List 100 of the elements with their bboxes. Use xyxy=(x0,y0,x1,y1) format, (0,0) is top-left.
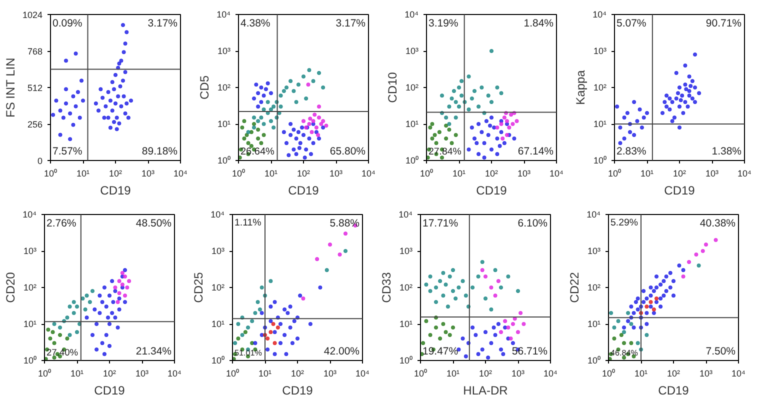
y-tick-label: 10⁰ xyxy=(211,356,225,366)
y-tick-label: 10¹ xyxy=(399,319,413,329)
y-tick-label: 10² xyxy=(593,82,607,92)
annotation: 17.71% xyxy=(422,218,458,230)
y-tick-label: 10¹ xyxy=(211,319,225,329)
y-tick-label: 256 xyxy=(27,120,43,130)
y-axis-title: CD5 xyxy=(198,75,212,100)
x-tick-label: 10² xyxy=(290,368,304,378)
annotation: 67.14% xyxy=(518,146,554,158)
annotation: 48.50% xyxy=(136,218,172,230)
y-tick-label: 10³ xyxy=(217,46,231,56)
x-tick-label: 10¹ xyxy=(452,168,466,178)
x-tick-label: 10⁰ xyxy=(38,368,52,378)
x-tick-label: 10⁰ xyxy=(226,368,240,378)
x-tick-label: 10⁰ xyxy=(232,168,246,178)
annotation: 1.38% xyxy=(712,146,742,158)
annotation: 0.09% xyxy=(52,18,82,30)
x-axis-title: CD19 xyxy=(94,384,126,398)
y-tick-label: 10⁰ xyxy=(399,356,413,366)
annotation: 3.17% xyxy=(336,18,366,30)
y-tick-label: 1024 xyxy=(22,10,43,20)
x-tick-label: 10¹ xyxy=(70,368,84,378)
y-tick-label: 10⁴ xyxy=(592,10,607,20)
y-tick-label: 10⁰ xyxy=(593,156,607,166)
x-tick-label: 10³ xyxy=(699,368,713,378)
annotation: 42.00% xyxy=(324,346,360,358)
x-tick-label: 10³ xyxy=(705,168,719,178)
x-tick-label: 10³ xyxy=(135,368,149,378)
x-tick-label: 10² xyxy=(108,168,122,178)
annotation: 3.17% xyxy=(148,18,178,30)
y-tick-label: 10³ xyxy=(211,246,225,256)
y-tick-label: 10⁰ xyxy=(405,156,419,166)
y-tick-label: 10² xyxy=(211,282,225,292)
x-axis-title: HLA-DR xyxy=(463,384,508,398)
x-tick-label: 10⁴ xyxy=(168,368,182,378)
annotation: 5.29% xyxy=(610,218,638,228)
x-tick-label: 10³ xyxy=(141,168,155,178)
y-tick-label: 10⁰ xyxy=(587,356,601,366)
x-tick-label: 10³ xyxy=(511,368,525,378)
y-tick-label: 10³ xyxy=(23,246,37,256)
x-tick-label: 10¹ xyxy=(76,168,90,178)
annotation: 1.11% xyxy=(234,218,262,228)
x-tick-label: 10⁴ xyxy=(544,368,558,378)
annotation: 21.34% xyxy=(136,346,172,358)
annotation: 4.38% xyxy=(240,18,270,30)
y-tick-label: 10³ xyxy=(399,246,413,256)
annotation: 3.19% xyxy=(428,18,458,30)
x-tick-label: 10³ xyxy=(323,368,337,378)
x-tick-label: 10² xyxy=(672,168,686,178)
y-tick-label: 10¹ xyxy=(593,119,607,129)
y-tick-label: 10² xyxy=(399,282,413,292)
annotation: 7.50% xyxy=(706,346,736,358)
y-tick-label: 10³ xyxy=(593,46,607,56)
x-axis-title: CD19 xyxy=(282,384,314,398)
x-tick-label: 10² xyxy=(666,368,680,378)
x-axis-title: CD19 xyxy=(100,184,132,198)
y-tick-label: 10⁴ xyxy=(210,210,225,220)
y-tick-label: 10¹ xyxy=(405,119,419,129)
x-tick-label: 10⁰ xyxy=(414,368,428,378)
x-tick-label: 10¹ xyxy=(634,368,648,378)
x-tick-label: 10⁰ xyxy=(602,368,616,378)
x-tick-label: 10⁰ xyxy=(608,168,622,178)
y-axis-title: CD20 xyxy=(4,272,18,303)
annotation: 51.01% xyxy=(234,348,262,358)
annotation: 7.57% xyxy=(52,146,82,158)
x-tick-label: 10⁴ xyxy=(356,368,370,378)
y-axis-title: CD25 xyxy=(192,272,206,303)
x-tick-label: 10¹ xyxy=(640,168,654,178)
x-tick-label: 10⁰ xyxy=(44,168,58,178)
x-tick-label: 10³ xyxy=(329,168,343,178)
y-axis-title: Kappa xyxy=(574,70,588,105)
annotation: 19.47% xyxy=(422,346,458,358)
x-axis-title: CD19 xyxy=(288,184,320,198)
annotation: 65.80% xyxy=(330,146,366,158)
x-tick-label: 10⁴ xyxy=(738,168,752,178)
y-axis-title: CD10 xyxy=(386,72,400,103)
x-tick-label: 10¹ xyxy=(264,168,278,178)
x-axis-title: CD19 xyxy=(476,184,508,198)
annotation: 46.84% xyxy=(610,348,638,358)
x-axis-title: CD19 xyxy=(658,384,690,398)
x-tick-label: 10¹ xyxy=(446,368,460,378)
annotation: 2.76% xyxy=(46,218,76,230)
x-tick-label: 10² xyxy=(478,368,492,378)
y-tick-label: 10¹ xyxy=(217,119,231,129)
y-axis-title: CD22 xyxy=(568,272,582,303)
x-tick-label: 10³ xyxy=(517,168,531,178)
y-tick-label: 768 xyxy=(27,46,43,56)
x-tick-label: 10¹ xyxy=(258,368,272,378)
annotation: 90.71% xyxy=(706,18,742,30)
annotation: 56.71% xyxy=(512,346,548,358)
y-tick-label: 10⁴ xyxy=(586,210,601,220)
x-tick-label: 10⁰ xyxy=(420,168,434,178)
annotation: 5.07% xyxy=(616,18,646,30)
x-tick-label: 10⁴ xyxy=(732,368,746,378)
x-tick-label: 10⁴ xyxy=(550,168,564,178)
x-axis-title: CD19 xyxy=(664,184,696,198)
y-tick-label: 10⁴ xyxy=(398,210,413,220)
x-tick-label: 10² xyxy=(102,368,116,378)
y-tick-label: 10¹ xyxy=(23,319,37,329)
y-tick-label: 10² xyxy=(405,82,419,92)
